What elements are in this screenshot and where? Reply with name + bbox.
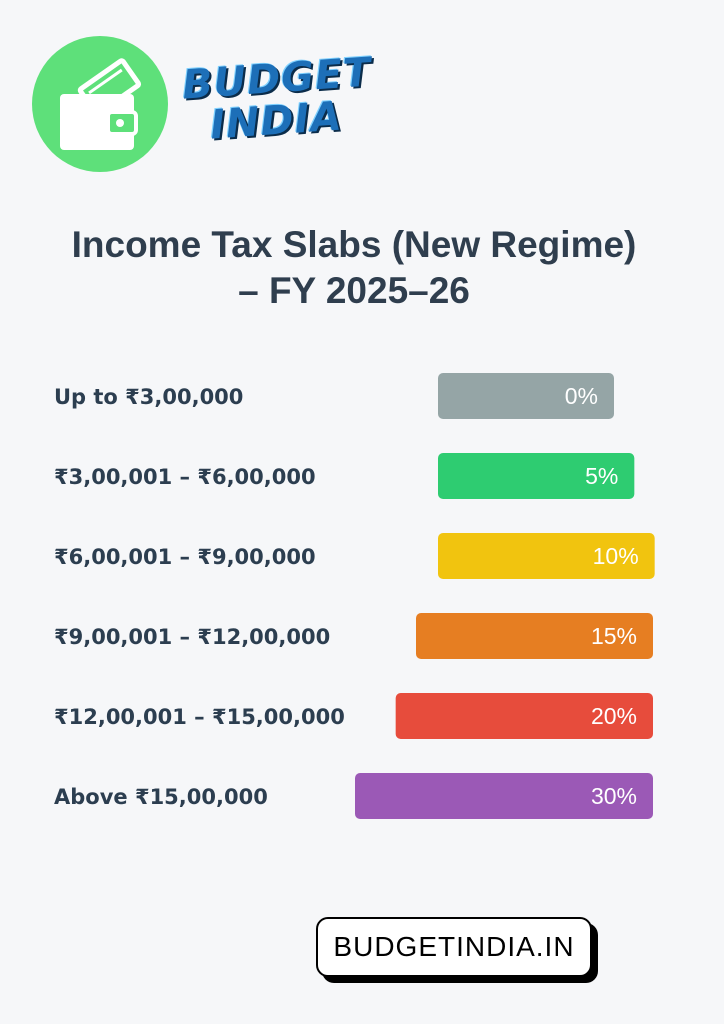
tax-rate-label: 30%: [591, 783, 637, 809]
tax-rate-bar: [416, 613, 653, 659]
brand-line-2: INDIA: [208, 93, 344, 149]
brand-wordmark: BUDGET INDIA: [180, 49, 373, 150]
tax-rate-label: 0%: [565, 383, 598, 409]
slab-range-label: ₹3,00,001 – ₹6,00,000: [54, 465, 316, 489]
tax-rate-bar: [438, 453, 635, 499]
slab-range-label: Above ₹15,00,000: [54, 785, 268, 809]
tax-rate-label: 20%: [591, 703, 637, 729]
slab-range-label: ₹12,00,001 – ₹15,00,000: [54, 705, 345, 729]
website-label[interactable]: BUDGETINDIA.IN: [316, 917, 592, 977]
website-badge[interactable]: BUDGETINDIA.IN: [316, 917, 598, 983]
slab-range-label: Up to ₹3,00,000: [54, 385, 243, 409]
tax-rate-label: 10%: [593, 543, 639, 569]
tax-rate-bar: [355, 773, 653, 819]
tax-rate-label: 5%: [585, 463, 618, 489]
tax-rate-bar: [438, 533, 655, 579]
title-line-1: Income Tax Slabs (New Regime): [71, 224, 637, 265]
title-line-2: – FY 2025–26: [238, 270, 470, 311]
tax-rate-bar: [395, 693, 653, 739]
logo: [32, 36, 168, 172]
slab-range-label: ₹6,00,001 – ₹9,00,000: [54, 545, 316, 569]
page-title: Income Tax Slabs (New Regime) – FY 2025–…: [0, 222, 708, 314]
slab-range-label: ₹9,00,001 – ₹12,00,000: [54, 625, 330, 649]
tax-rate-bar: [438, 373, 614, 419]
wallet-icon: [60, 58, 142, 150]
tax-rate-label: 15%: [591, 623, 637, 649]
tax-slab-chart: Up to ₹3,00,000 0% ₹3,00,001 – ₹6,00,000 5%…: [54, 373, 655, 819]
